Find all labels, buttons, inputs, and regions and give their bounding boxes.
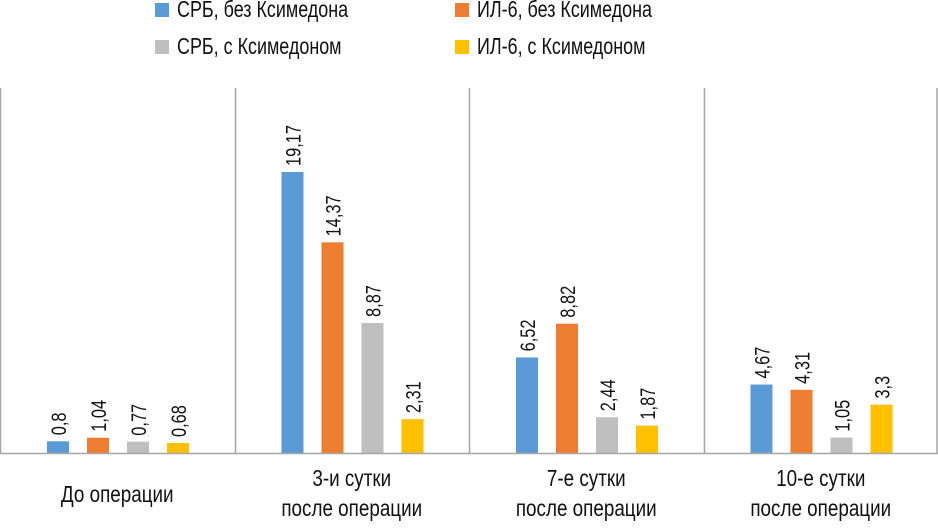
legend: СРБ, без Ксимедона ИЛ-6, без Ксимедона СРБ… [155, 0, 652, 60]
category-label: после операции [281, 496, 422, 521]
legend-label: ИЛ-6, без Ксимедона [477, 0, 652, 23]
bar [750, 384, 773, 453]
legend-label: СРБ, с Ксимедоном [177, 34, 342, 60]
legend-swatch [455, 3, 469, 17]
data-labels: 0,8 1,04 0,77 0,68 19,17 14,37 8,87 2,31 6,52 8,8… [47, 125, 894, 437]
data-label: 4,67 [751, 347, 774, 379]
bar [361, 322, 384, 453]
legend-label: ИЛ-6, с Ксимедоном [477, 34, 645, 60]
bar [87, 437, 109, 453]
data-label: 1,05 [831, 400, 854, 432]
bar [596, 417, 618, 453]
bar [870, 404, 893, 453]
category-label: До операции [61, 482, 174, 507]
bar [401, 419, 424, 453]
data-label: 0,8 [47, 412, 70, 435]
data-label: 14,37 [322, 195, 345, 236]
legend-label: СРБ, без Ксимедона [177, 0, 349, 23]
x-axis-labels: До операции 3-и сутки после операции 7-е су… [61, 466, 891, 521]
data-label: 19,17 [282, 125, 305, 166]
bar [830, 437, 853, 453]
data-label: 1,04 [87, 400, 110, 432]
category-label: 3-и сутки [312, 466, 391, 491]
data-label: 6,52 [516, 320, 539, 352]
category-dividers [0, 88, 938, 453]
bar [556, 323, 578, 453]
data-label: 2,44 [596, 379, 619, 411]
bar [47, 441, 69, 453]
bar [127, 441, 149, 453]
data-label: 2,31 [402, 381, 425, 413]
category-label: 10-е сутки [776, 466, 865, 491]
data-label: 8,82 [556, 286, 579, 318]
category-label: после операции [750, 496, 891, 521]
data-label: 3,3 [871, 376, 894, 399]
data-label: 8,87 [362, 285, 385, 317]
bar [516, 357, 538, 453]
data-label: 1,87 [636, 388, 659, 420]
legend-swatch [155, 3, 169, 17]
data-label: 4,31 [791, 352, 814, 384]
bars [47, 171, 893, 453]
category-label: 7-е сутки [547, 466, 626, 491]
data-label: 0,77 [127, 404, 150, 436]
bar [167, 443, 189, 453]
bar [636, 425, 658, 453]
bar [790, 389, 813, 453]
data-label: 0,68 [167, 405, 190, 437]
bar [281, 171, 304, 453]
legend-swatch [455, 40, 469, 54]
legend-swatch [155, 40, 169, 54]
category-label: после операции [516, 496, 657, 521]
bar [321, 242, 344, 453]
